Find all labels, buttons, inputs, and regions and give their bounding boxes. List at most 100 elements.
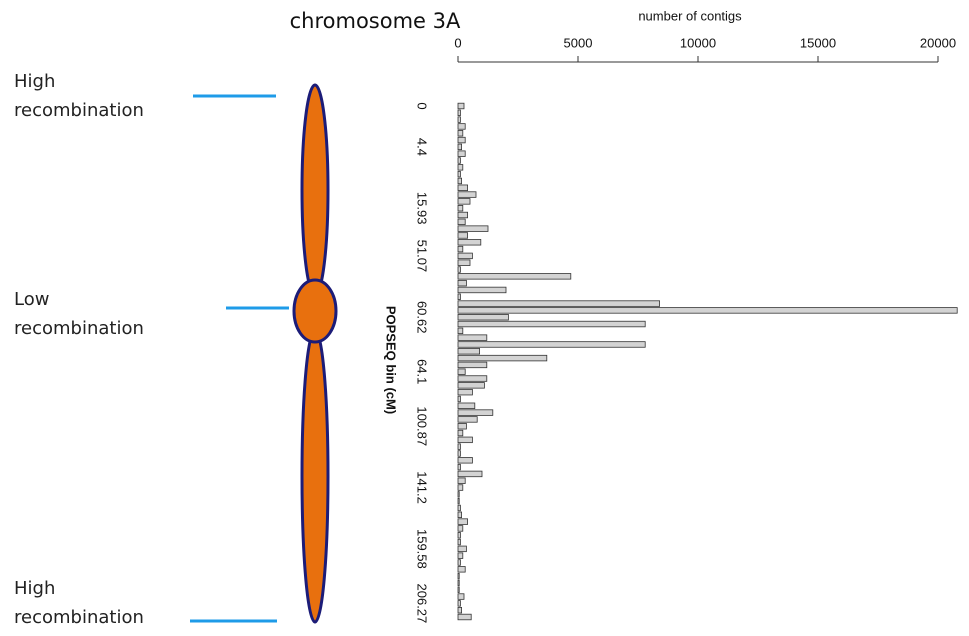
bar [457,109,461,117]
bar [457,279,467,287]
bar [457,314,509,321]
bar [457,320,646,328]
upper-arm [300,83,330,297]
y-tick-label: 64.1 [415,359,430,384]
y-tick-label: 4.4 [415,138,430,156]
bar [457,566,466,573]
annotation: recombination [14,607,144,628]
bar [457,450,461,457]
bar [457,334,488,341]
annotation: Low [14,289,49,310]
bar [457,348,481,355]
x-axis-title: number of contigs [638,8,742,23]
bar [457,423,467,430]
bar [457,572,460,580]
bar [457,368,466,375]
bar [457,443,461,450]
chromosome [292,83,338,624]
bar [457,252,473,260]
bar [457,491,460,498]
bar [457,361,488,369]
bar [457,191,477,198]
bar [457,409,494,416]
y-axis-title: POPSEQ bin (cM) [384,306,399,414]
bar [457,593,465,600]
bar [457,552,464,559]
bar [457,497,460,505]
bar [457,273,572,280]
bar [457,457,473,464]
bar [457,538,461,546]
bar [457,211,469,219]
y-tick-label: 51.07 [415,240,430,273]
bar [457,293,461,300]
bar [457,484,464,491]
bar [457,198,471,205]
annotation: recombination [14,318,144,339]
bar [457,205,464,212]
y-tick-label: 141.2 [415,471,430,504]
bar [457,116,461,123]
lower-arm [300,328,330,624]
bar [457,586,460,593]
bar [457,463,461,471]
bar [457,259,471,266]
x-tick-label: 20000 [920,35,956,50]
chromosome-title: chromosome 3A [290,9,461,33]
x-tick-label: 0 [454,35,461,50]
bar [457,545,467,553]
y-tick-label: 15.93 [415,192,430,225]
bar [457,130,464,137]
annotation: recombination [14,100,144,121]
bar [457,177,462,185]
y-tick-label: 206.27 [415,583,430,623]
bar [457,416,478,423]
bar [457,382,485,389]
bar [457,470,483,478]
bar [457,286,507,294]
bar [457,606,462,614]
bar [457,150,466,157]
bar [457,225,489,232]
bar [457,477,466,484]
bar [457,143,462,151]
y-tick-label: 100.87 [415,406,430,446]
bar [457,102,465,110]
bar [457,327,464,335]
bar [457,341,646,348]
bar [457,511,462,518]
y-tick-label: 159.58 [415,529,430,569]
bar [457,245,464,253]
bar [457,402,476,409]
bar [457,518,469,525]
bar [457,559,461,566]
bar [457,354,548,362]
bar [457,300,661,307]
bar [457,436,473,444]
bar [457,395,461,403]
bar [457,239,482,246]
x-tick-label: 15000 [800,35,836,50]
bar [457,157,461,164]
bar [457,579,460,587]
bar [457,525,464,532]
x-tick-label: 5000 [564,35,593,50]
bar [457,164,464,171]
bar [457,307,958,314]
x-tick-label: 10000 [680,35,716,50]
bar [457,123,466,130]
bar [457,184,469,191]
bar [457,170,461,178]
bar [457,613,472,621]
bar [457,375,488,382]
y-tick-label: 0 [415,102,430,109]
bar [457,266,461,273]
bar [457,218,466,226]
annotation: High [14,71,55,92]
bar [457,232,469,239]
annotation: High [14,578,55,599]
bar [457,600,461,607]
centromere [292,278,338,344]
bar [457,388,473,396]
